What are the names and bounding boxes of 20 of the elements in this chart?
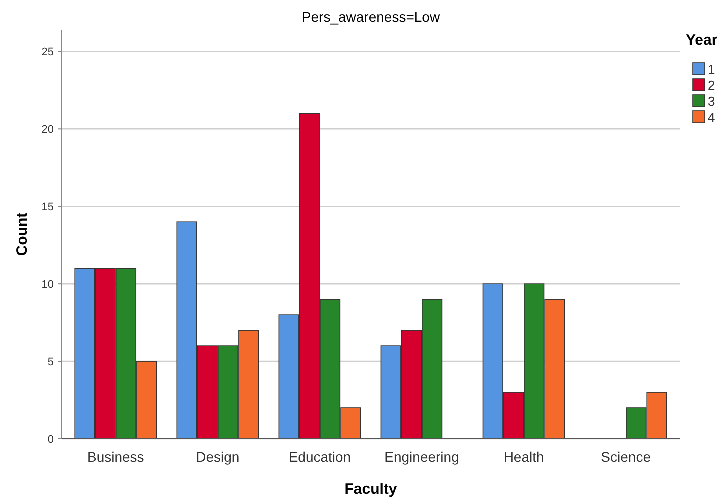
y-tick-label: 15 — [42, 201, 54, 214]
x-tick-label: Science — [601, 449, 652, 465]
legend-label: 1 — [708, 62, 716, 77]
x-tick-label: Education — [288, 449, 352, 465]
x-axis-title: Faculty — [344, 481, 398, 498]
x-tick-label: Design — [196, 449, 240, 465]
x-tick-label: Business — [88, 449, 144, 465]
y-tick-label: 0 — [48, 434, 54, 446]
legend-label: 2 — [708, 78, 716, 93]
y-axis-title: Count — [14, 212, 31, 256]
x-tick-label: Engineering — [384, 449, 460, 465]
y-tick-label: 20 — [42, 124, 54, 136]
y-tick-label: 25 — [42, 46, 54, 59]
legend-title: Year — [686, 32, 718, 49]
x-tick-label: Health — [504, 449, 544, 465]
chart-title: Pers_awareness=Low — [302, 9, 441, 25]
y-tick-label: 5 — [48, 356, 54, 368]
legend-label: 4 — [708, 110, 716, 125]
y-tick-label: 10 — [42, 278, 54, 291]
legend-label: 3 — [708, 94, 716, 109]
